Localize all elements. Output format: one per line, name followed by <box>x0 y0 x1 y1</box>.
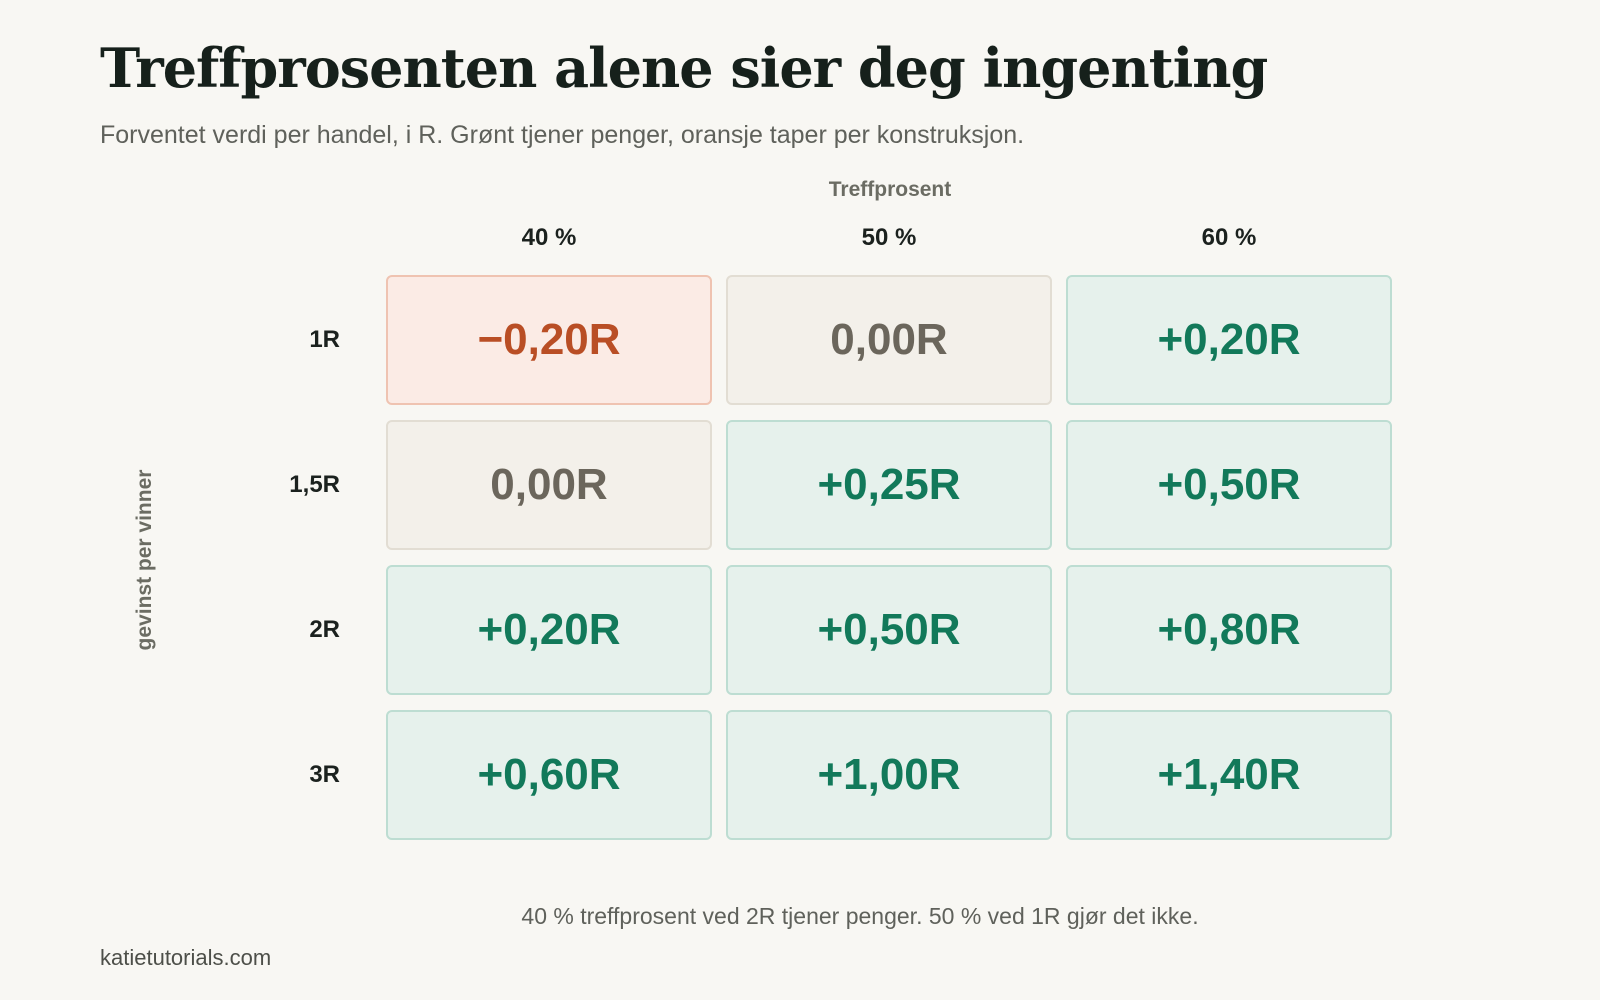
row-label: 3R <box>309 761 340 788</box>
row-label: 2R <box>309 616 340 643</box>
row-label: 1R <box>309 326 340 353</box>
heatmap-cell: +0,50R <box>726 565 1052 695</box>
chart-title: Treffprosenten alene sier deg ingenting <box>100 36 1268 100</box>
x-axis-title: Treffprosent <box>828 178 952 201</box>
heatmap-cell: +1,40R <box>1066 710 1392 840</box>
column-label: 50 % <box>861 224 917 251</box>
heatmap-cell: −0,20R <box>386 275 712 405</box>
heatmap-cell: +0,50R <box>1066 420 1392 550</box>
heatmap-cell: +0,25R <box>726 420 1052 550</box>
heatmap-cell: +0,80R <box>1066 565 1392 695</box>
y-axis-title: gevinst per vinner <box>133 469 156 651</box>
heatmap-cell: 0,00R <box>726 275 1052 405</box>
chart-subtitle: Forventet verdi per handel, i R. Grønt t… <box>100 121 1025 149</box>
heatmap-cell: +0,20R <box>1066 275 1392 405</box>
source-credit: katietutorials.com <box>100 945 272 970</box>
heatmap-cell: +0,20R <box>386 565 712 695</box>
column-label: 60 % <box>1201 224 1257 251</box>
heatmap-cell: 0,00R <box>386 420 712 550</box>
heatmap-cell: +1,00R <box>726 710 1052 840</box>
row-label: 1,5R <box>289 471 340 498</box>
heatmap-cell: +0,60R <box>386 710 712 840</box>
chart-caption: 40 % treffprosent ved 2R tjener penger. … <box>521 903 1199 929</box>
column-label: 40 % <box>521 224 577 251</box>
